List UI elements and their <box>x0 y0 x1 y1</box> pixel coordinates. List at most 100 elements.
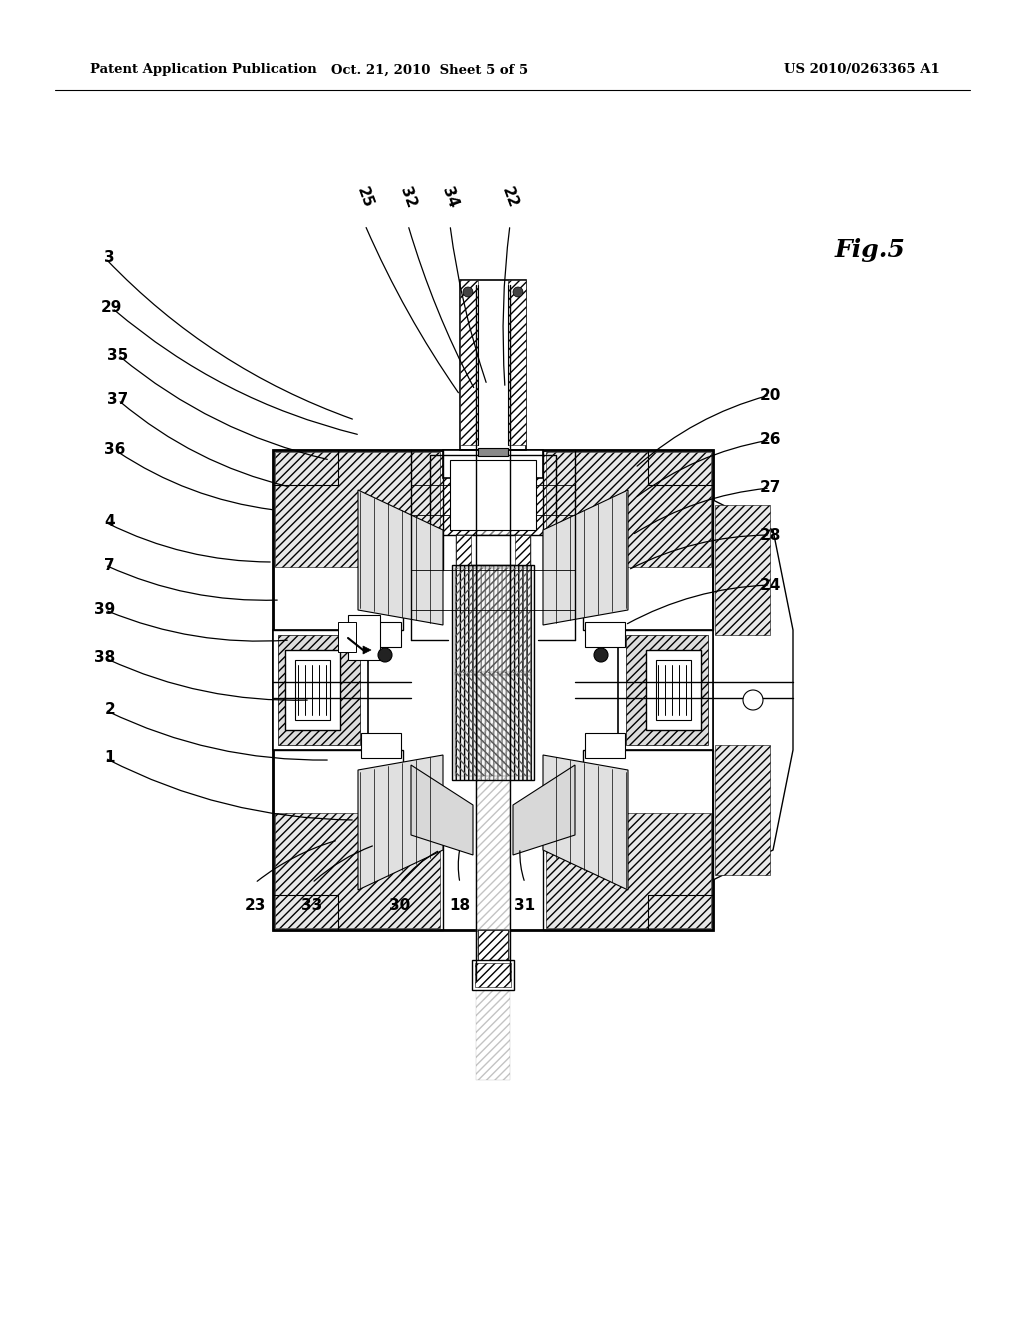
Bar <box>456 535 471 565</box>
Text: 3: 3 <box>104 251 115 265</box>
Bar <box>295 660 330 719</box>
Bar <box>646 649 701 730</box>
Circle shape <box>743 690 763 710</box>
Circle shape <box>378 648 392 663</box>
FancyArrowPatch shape <box>628 585 767 623</box>
FancyArrowPatch shape <box>108 711 328 760</box>
Bar <box>275 813 440 928</box>
Bar <box>285 649 340 730</box>
Text: 28: 28 <box>760 528 781 543</box>
FancyArrowPatch shape <box>634 488 767 533</box>
Text: 32: 32 <box>397 185 419 210</box>
Bar <box>478 447 508 455</box>
Text: 37: 37 <box>106 392 128 408</box>
Text: 23: 23 <box>245 898 265 913</box>
Bar <box>278 635 360 744</box>
FancyArrowPatch shape <box>108 523 270 562</box>
Bar <box>452 565 534 780</box>
Bar <box>273 450 713 931</box>
Polygon shape <box>543 490 628 624</box>
Bar <box>715 506 770 635</box>
Bar <box>273 630 368 750</box>
Text: Fig.5: Fig.5 <box>835 238 905 261</box>
Text: 20: 20 <box>760 388 781 403</box>
Circle shape <box>513 286 523 297</box>
FancyArrowPatch shape <box>409 227 474 388</box>
Bar <box>626 635 708 744</box>
Bar <box>460 280 526 450</box>
Bar <box>715 744 770 875</box>
FancyArrowPatch shape <box>459 850 460 880</box>
Bar <box>456 535 530 565</box>
Bar <box>546 813 711 928</box>
Text: 33: 33 <box>301 898 323 913</box>
Bar <box>452 565 534 780</box>
Polygon shape <box>362 645 371 653</box>
Bar <box>472 960 514 990</box>
Text: 30: 30 <box>389 898 411 913</box>
FancyArrowPatch shape <box>451 228 486 383</box>
Text: 29: 29 <box>100 301 122 315</box>
Bar <box>348 615 380 660</box>
Text: US 2010/0263365 A1: US 2010/0263365 A1 <box>784 63 940 77</box>
Text: Oct. 21, 2010  Sheet 5 of 5: Oct. 21, 2010 Sheet 5 of 5 <box>332 63 528 77</box>
Bar <box>656 660 691 719</box>
Polygon shape <box>513 766 575 855</box>
Bar <box>361 733 401 758</box>
Bar <box>430 455 556 535</box>
Polygon shape <box>358 755 443 890</box>
FancyArrowPatch shape <box>108 659 307 701</box>
Text: 38: 38 <box>94 651 115 665</box>
Bar <box>515 535 530 565</box>
Polygon shape <box>358 490 443 624</box>
FancyArrowPatch shape <box>106 260 352 418</box>
Bar <box>430 455 556 535</box>
Bar <box>478 931 508 960</box>
Text: 34: 34 <box>439 185 461 210</box>
Bar <box>508 280 526 445</box>
Text: 2: 2 <box>104 702 115 718</box>
FancyArrowPatch shape <box>637 441 767 496</box>
Text: 25: 25 <box>354 185 376 210</box>
FancyArrowPatch shape <box>114 310 357 434</box>
FancyArrowPatch shape <box>631 535 767 569</box>
FancyArrowPatch shape <box>108 759 352 820</box>
Bar <box>275 451 440 568</box>
Bar <box>476 480 510 1080</box>
FancyArrowPatch shape <box>314 846 373 882</box>
Circle shape <box>594 648 608 663</box>
Bar <box>455 568 531 675</box>
Text: 27: 27 <box>760 480 781 495</box>
FancyArrowPatch shape <box>257 841 335 882</box>
FancyArrowPatch shape <box>118 451 272 510</box>
Polygon shape <box>411 766 473 855</box>
Text: 26: 26 <box>760 433 781 447</box>
Text: 36: 36 <box>103 442 125 458</box>
Text: 18: 18 <box>450 898 471 913</box>
Text: 35: 35 <box>106 347 128 363</box>
Bar <box>585 733 625 758</box>
Text: Patent Application Publication: Patent Application Publication <box>90 63 316 77</box>
Bar <box>460 280 478 445</box>
Bar <box>546 451 711 568</box>
Bar <box>338 622 356 652</box>
Polygon shape <box>713 500 793 880</box>
Bar <box>443 450 543 478</box>
Bar <box>361 622 401 647</box>
FancyArrowPatch shape <box>503 228 510 385</box>
Text: 24: 24 <box>760 578 781 593</box>
FancyArrowPatch shape <box>637 396 767 466</box>
Bar <box>585 622 625 647</box>
Text: 31: 31 <box>514 898 536 913</box>
FancyArrowPatch shape <box>401 851 437 880</box>
FancyArrowPatch shape <box>108 566 278 601</box>
Text: 39: 39 <box>94 602 115 618</box>
Text: 7: 7 <box>104 557 115 573</box>
Bar <box>618 630 713 750</box>
FancyArrowPatch shape <box>520 851 524 880</box>
Text: 22: 22 <box>500 185 521 210</box>
FancyArrowPatch shape <box>120 356 328 459</box>
Text: 1: 1 <box>104 751 115 766</box>
Bar <box>478 931 508 960</box>
Circle shape <box>463 286 473 297</box>
